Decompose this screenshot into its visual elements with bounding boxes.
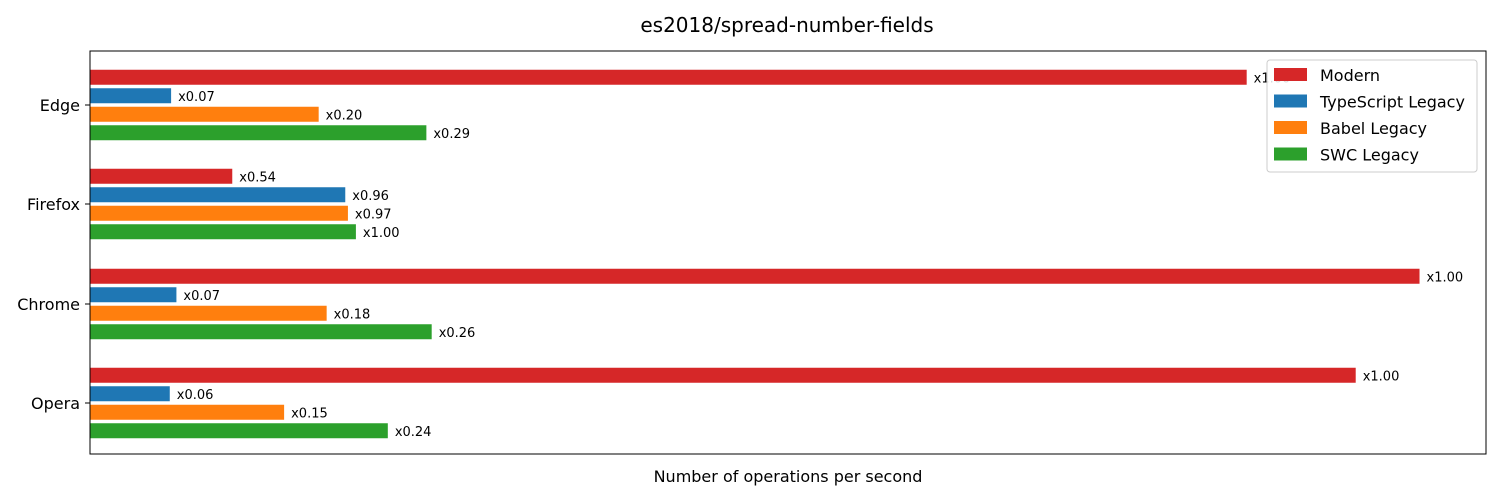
- bar-chrome-babel-legacy: [90, 305, 327, 321]
- bar-edge-modern: [90, 69, 1247, 85]
- bar-opera-babel-legacy: [90, 404, 285, 420]
- y-ticks: Edge Firefox Chrome Opera: [17, 96, 90, 413]
- y-tick-label: Edge: [40, 96, 80, 115]
- y-tick-label: Firefox: [27, 195, 80, 214]
- legend-label: TypeScript Legacy: [1319, 93, 1465, 112]
- bar-value-label: x0.07: [183, 289, 220, 304]
- bars-group: x1.00 x0.07 x0.20 x0.29 x0.54 x0.96 x0.97 x1.00…: [90, 69, 1464, 440]
- bar-value-label: x0.20: [326, 108, 363, 123]
- bar-opera-typescript-legacy: [90, 386, 170, 402]
- y-tick-label: Chrome: [17, 295, 80, 314]
- bar-firefox-typescript-legacy: [90, 187, 346, 203]
- bar-firefox-modern: [90, 168, 233, 184]
- bar-value-label: x0.15: [291, 406, 328, 421]
- x-axis-label: Number of operations per second: [654, 467, 923, 486]
- bar-value-label: x0.18: [334, 307, 371, 322]
- bar-edge-babel-legacy: [90, 106, 319, 122]
- bar-value-label: x0.96: [352, 189, 389, 204]
- bar-chrome-swc-legacy: [90, 324, 432, 340]
- bar-value-label: x0.26: [439, 326, 476, 341]
- bar-value-label: x1.00: [1363, 369, 1400, 384]
- bar-firefox-swc-legacy: [90, 224, 356, 240]
- legend-swatch: [1274, 121, 1307, 134]
- bar-edge-swc-legacy: [90, 125, 427, 141]
- bar-value-label: x0.07: [178, 90, 215, 105]
- legend-swatch: [1274, 94, 1307, 108]
- bar-value-label: x0.29: [433, 127, 470, 142]
- y-tick-label: Opera: [31, 394, 80, 413]
- plot-frame: [89, 50, 1487, 455]
- legend-swatch: [1274, 68, 1307, 81]
- bar-value-label: x0.97: [355, 207, 392, 222]
- legend-label: Modern: [1320, 66, 1380, 85]
- bar-firefox-babel-legacy: [90, 205, 348, 221]
- bar-value-label: x1.00: [363, 226, 400, 241]
- legend-label: SWC Legacy: [1320, 146, 1419, 165]
- legend-box: [1266, 59, 1478, 173]
- bar-chrome-modern: [90, 268, 1420, 284]
- chart-title: es2018/spread-number-fields: [640, 13, 933, 37]
- bar-value-label: x1.00: [1427, 270, 1464, 285]
- bar-edge-typescript-legacy: [90, 88, 172, 104]
- bar-chrome-typescript-legacy: [90, 287, 177, 303]
- legend-label: Babel Legacy: [1320, 119, 1427, 138]
- bar-opera-modern: [90, 367, 1356, 383]
- bar-value-label: x0.54: [239, 170, 276, 185]
- legend-swatch: [1274, 147, 1307, 161]
- bar-opera-swc-legacy: [90, 423, 388, 439]
- bar-value-label: x0.24: [395, 425, 432, 440]
- bar-value-label: x0.06: [177, 388, 214, 403]
- legend: Modern TypeScript Legacy Babel Legacy SWC L…: [1266, 59, 1478, 173]
